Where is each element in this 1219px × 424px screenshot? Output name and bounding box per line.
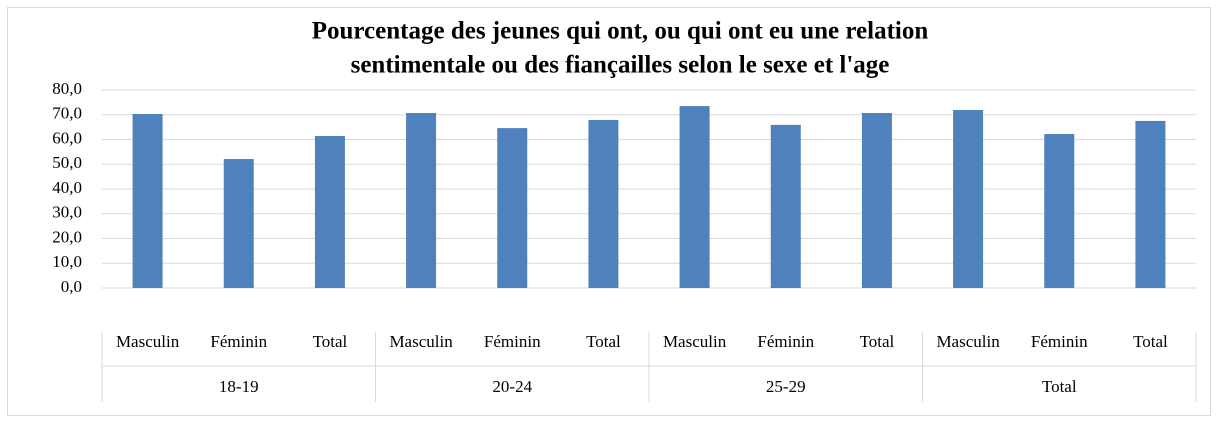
bar [861, 113, 892, 288]
bar [588, 119, 619, 288]
x-tick-label: Total [860, 332, 895, 351]
group-label: Total [1042, 377, 1077, 396]
x-tick-label: Masculin [663, 332, 727, 351]
x-tick-label: Masculin [936, 332, 1000, 351]
x-tick-label: Féminin [1031, 332, 1088, 351]
y-tick-label: 0,0 [61, 277, 82, 296]
x-tick-label: Féminin [757, 332, 814, 351]
bar [953, 110, 984, 288]
y-tick-label: 20,0 [52, 227, 82, 246]
y-tick-label: 60,0 [52, 128, 82, 147]
bar [406, 113, 437, 288]
bar [223, 159, 254, 288]
x-tick-label: Total [313, 332, 348, 351]
bar [1135, 120, 1166, 288]
group-label: 25-29 [766, 377, 806, 396]
x-tick-label: Total [1133, 332, 1168, 351]
chart-title: sentimentale ou des fiançailles selon le… [351, 52, 890, 79]
bar [132, 114, 163, 288]
x-tick-label: Total [586, 332, 621, 351]
x-tick-label: Masculin [389, 332, 453, 351]
bar [1044, 134, 1075, 288]
group-label: 20-24 [492, 377, 532, 396]
x-tick-label: Féminin [484, 332, 541, 351]
group-label: 18-19 [219, 377, 259, 396]
x-tick-label: Féminin [210, 332, 267, 351]
bar [770, 124, 801, 289]
bar [679, 106, 710, 289]
y-tick-label: 80,0 [52, 79, 82, 98]
y-tick-label: 40,0 [52, 178, 82, 197]
y-tick-label: 70,0 [52, 104, 82, 123]
y-tick-label: 50,0 [52, 153, 82, 172]
bar [314, 136, 345, 288]
chart-title: Pourcentage des jeunes qui ont, ou qui o… [312, 18, 929, 45]
y-tick-label: 10,0 [52, 252, 82, 271]
y-tick-label: 30,0 [52, 203, 82, 222]
bar [497, 128, 528, 288]
x-tick-label: Masculin [116, 332, 180, 351]
